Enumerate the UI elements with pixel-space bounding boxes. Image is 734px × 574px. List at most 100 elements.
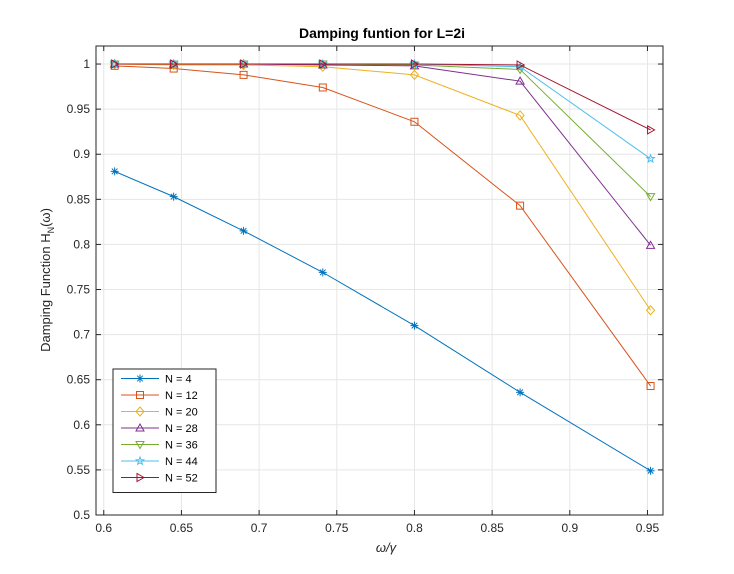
marker-shape <box>645 153 656 164</box>
axes-box <box>95 45 664 516</box>
data-point <box>319 59 328 69</box>
series-line <box>114 63 651 131</box>
data-point <box>645 153 656 164</box>
marker-shape <box>318 83 327 92</box>
data-point <box>409 69 420 81</box>
marker-shape <box>515 76 525 85</box>
data-point <box>239 70 248 79</box>
marker-shape <box>647 125 656 135</box>
legend-entry: N = 28 <box>121 422 198 435</box>
marker-stroke <box>319 269 326 276</box>
data-point <box>515 110 525 121</box>
y-tick-label: 0.85 <box>67 192 91 206</box>
series-6 <box>111 59 656 135</box>
marker-stroke <box>170 193 177 200</box>
data-point <box>645 193 656 202</box>
legend-entry: N = 36 <box>121 440 198 452</box>
marker-shape <box>134 455 146 466</box>
legend-entry: N = 12 <box>121 390 198 402</box>
legend-entry: N = 4 <box>121 374 192 386</box>
x-axis-label: ω/γ <box>376 540 398 555</box>
triangle-down-marker <box>135 441 145 450</box>
legend-label: N = 36 <box>165 440 198 452</box>
marker-shape <box>136 472 146 483</box>
legend-label: N = 4 <box>165 374 192 386</box>
y-axis-label-subscript: N <box>46 227 56 234</box>
data-point <box>110 167 119 176</box>
marker-shape <box>645 305 656 316</box>
marker-shape <box>135 422 145 432</box>
data-point <box>516 60 526 70</box>
y-axis-label-suffix: (ω) <box>38 208 53 227</box>
y-tick-label: 0.95 <box>67 102 91 116</box>
ticks: 0.6 0.65 0.7 0.75 0.8 0.85 0.9 0.95 0.5 0.55 0.6 0.… <box>67 46 663 535</box>
marker-shape <box>646 382 655 391</box>
y-tick-label: 0.5 <box>73 508 90 522</box>
data-point <box>645 305 656 316</box>
marker-shape <box>239 70 248 79</box>
data-point <box>516 388 525 397</box>
y-tick-label: 0.65 <box>67 373 91 387</box>
marker-shape <box>111 59 120 69</box>
legend-label: N = 44 <box>165 456 198 468</box>
data-point <box>169 192 178 201</box>
data-point <box>647 125 656 135</box>
x-tick-label: 0.7 <box>251 521 268 535</box>
marker-stroke <box>136 375 144 382</box>
marker-stroke <box>516 389 524 396</box>
asterisk-marker <box>136 374 144 383</box>
marker-shape <box>645 193 656 202</box>
legend-label: N = 52 <box>165 473 198 485</box>
y-tick-label: 0.7 <box>73 328 90 342</box>
series-0 <box>110 167 655 475</box>
data-point <box>111 59 120 69</box>
square-marker <box>136 391 144 399</box>
y-axis-label: Damping Function HN(ω) <box>38 208 56 352</box>
y-tick-label: 0.55 <box>67 463 91 477</box>
x-tick-label: 0.65 <box>170 521 194 535</box>
legend-label: N = 12 <box>165 390 198 402</box>
data-point <box>645 240 656 249</box>
marker-stroke <box>647 467 654 474</box>
marker-shape <box>645 240 656 249</box>
marker-shape <box>135 406 145 417</box>
marker-shape <box>516 201 525 210</box>
legend: N = 4 N = 12 N = 20 N = 28 N = 36 N = 44 N = 5… <box>112 368 217 493</box>
marker-shape <box>170 59 179 69</box>
data-point <box>410 117 419 126</box>
legend-entry: N = 20 <box>121 406 198 419</box>
data-point <box>240 59 249 69</box>
data-point <box>516 201 525 210</box>
x-tick-label: 0.6 <box>95 521 112 535</box>
data-point <box>646 382 655 391</box>
marker-shape <box>516 60 526 70</box>
data-point <box>410 59 420 69</box>
marker-shape <box>410 117 419 126</box>
pentagram-marker <box>134 455 146 466</box>
y-tick-label: 0.9 <box>73 147 90 161</box>
y-tick-label: 0.6 <box>73 418 90 432</box>
data-point <box>410 321 419 330</box>
legend-box <box>112 368 217 493</box>
chart-title: Damping funtion for L=2i <box>299 25 465 41</box>
data-point <box>646 466 655 475</box>
marker-shape <box>240 59 249 69</box>
y-tick-label: 1 <box>83 57 90 71</box>
legend-entry: N = 44 <box>121 455 198 468</box>
x-tick-label: 0.85 <box>480 521 504 535</box>
triangle-up-marker <box>135 422 145 432</box>
marker-shape <box>515 110 525 121</box>
marker-stroke <box>411 322 418 329</box>
x-tick-label: 0.75 <box>325 521 349 535</box>
data-point <box>239 226 248 235</box>
data-point <box>515 76 525 85</box>
y-axis-label-main: Damping Function H <box>38 233 53 352</box>
y-tick-label: 0.75 <box>67 283 91 297</box>
marker-stroke <box>111 168 118 175</box>
diamond-marker <box>135 406 145 417</box>
marker-stroke <box>240 227 247 235</box>
data-point <box>170 59 179 69</box>
marker-shape <box>410 59 420 69</box>
y-tick-label: 0.8 <box>73 237 90 251</box>
x-tick-label: 0.9 <box>561 521 578 535</box>
